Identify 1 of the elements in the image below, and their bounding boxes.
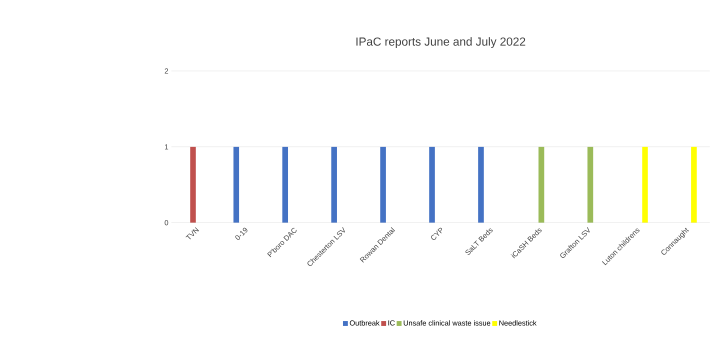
chart-title: IPaC reports June and July 2022 [356, 37, 526, 48]
